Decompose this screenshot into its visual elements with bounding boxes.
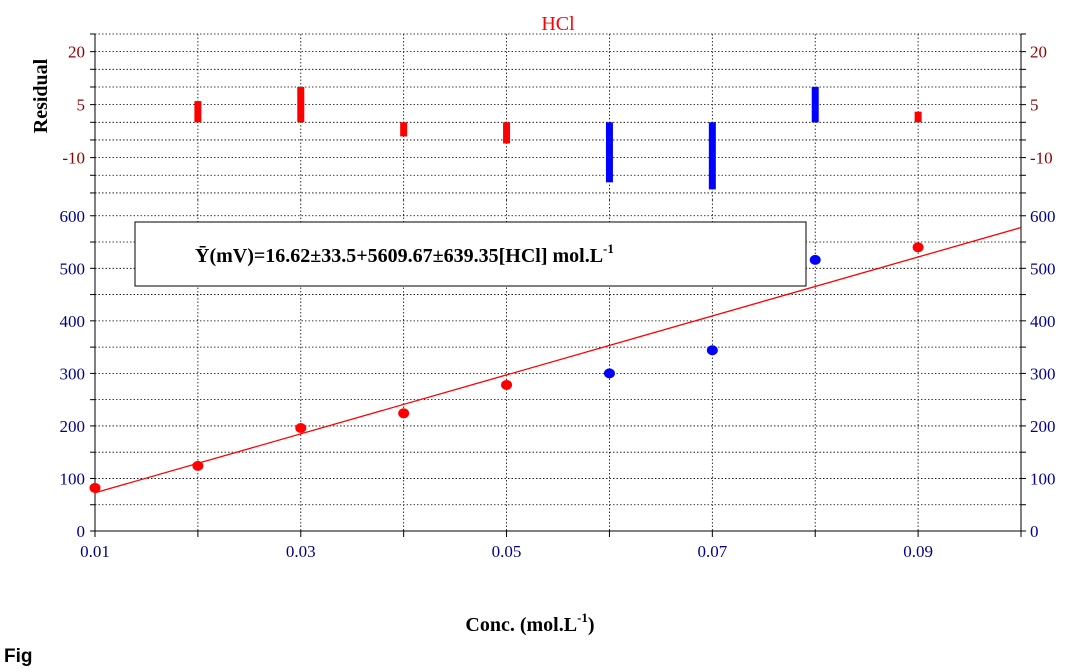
residual-chart-title: HCl [541, 13, 575, 35]
x-axis-label: Conc. (mol.L [465, 614, 577, 636]
main-tick-label-right: 0 [1030, 522, 1039, 541]
main-tick-label-right: 100 [1030, 469, 1056, 488]
residual-bar [914, 111, 922, 123]
residual-bars [194, 86, 922, 190]
x-tick-label: 0.01 [80, 542, 110, 561]
residual-tick-label-left: 20 [68, 43, 85, 62]
main-tick-label-left: 100 [60, 469, 86, 488]
x-tick-label: 0.05 [492, 542, 522, 561]
residual-tick-label-left: 5 [77, 96, 86, 115]
residual-bar [811, 86, 819, 123]
residual-bar [297, 86, 305, 123]
data-point [706, 345, 718, 356]
residual-bar [708, 122, 716, 190]
data-point [809, 254, 821, 265]
main-tick-label-left: 300 [60, 364, 86, 383]
data-point [192, 460, 204, 471]
figure-label: Fig [4, 646, 33, 667]
equation-text: Ȳ(mV)=16.62±33.5+5609.67±639.35[HCl] mol… [195, 245, 603, 267]
main-tick-label-right: 300 [1030, 364, 1056, 383]
data-point [501, 379, 513, 390]
data-point [912, 242, 924, 253]
svg-text:Conc. (mol.L-1): Conc. (mol.L-1) [465, 610, 594, 636]
residual-tick-label-right: 5 [1030, 96, 1039, 115]
svg-text:Ȳ(mV)=16.62±33.5+5609.67±639.3: Ȳ(mV)=16.62±33.5+5609.67±639.35[HCl] mol… [195, 241, 614, 267]
residual-bar [194, 101, 202, 123]
fit-line [94, 226, 1022, 494]
data-points [89, 242, 924, 493]
fit-line-group [94, 226, 1022, 494]
equation-superscript: -1 [603, 241, 614, 256]
data-point [603, 368, 615, 379]
residual-bar [400, 122, 408, 137]
main-tick-label-left: 500 [60, 259, 86, 278]
residual-tick-label-right: 20 [1030, 43, 1047, 62]
main-tick-label-right: 600 [1030, 207, 1056, 226]
main-tick-label-right: 400 [1030, 312, 1056, 331]
x-axis-label-end: ) [588, 614, 595, 636]
x-tick-label: 0.03 [286, 542, 316, 561]
data-point [295, 423, 307, 434]
main-tick-label-right: 500 [1030, 259, 1056, 278]
main-tick-label-left: 200 [60, 417, 86, 436]
tick-labels: 20 20 5 5 -10 -10 0 0 100 100 200 200 300 300 400 400 50… [60, 43, 1056, 561]
data-point [398, 408, 410, 419]
x-tick-label: 0.09 [903, 542, 933, 561]
axes [90, 33, 1026, 537]
residual-bar [503, 122, 511, 144]
data-point [89, 482, 101, 493]
residual-y-axis-label: Residual [30, 58, 52, 133]
main-tick-label-right: 200 [1030, 417, 1056, 436]
residual-tick-label-right: -10 [1030, 149, 1053, 168]
equation-box: Ȳ(mV)=16.62±33.5+5609.67±639.35[HCl] mol… [134, 221, 807, 287]
main-tick-label-left: 0 [77, 522, 86, 541]
x-tick-label: 0.07 [697, 542, 727, 561]
residual-tick-label-left: -10 [62, 149, 85, 168]
residual-bar [605, 122, 613, 183]
x-axis-label-superscript: -1 [577, 610, 588, 625]
main-tick-label-left: 400 [60, 312, 86, 331]
main-tick-label-left: 600 [60, 207, 86, 226]
residual-grid [94, 33, 1022, 200]
